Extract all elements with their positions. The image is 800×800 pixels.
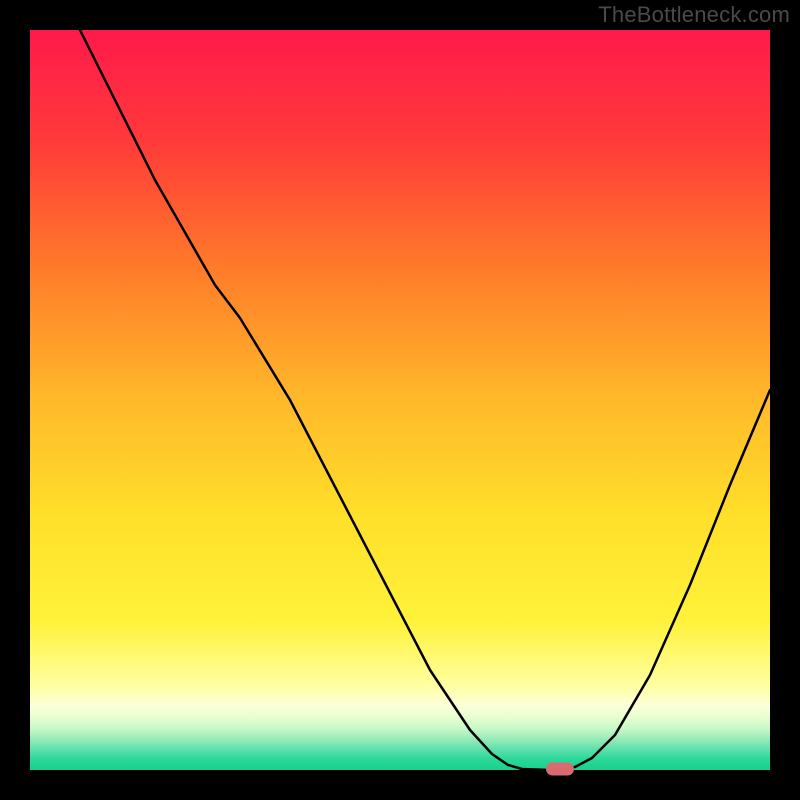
- optimum-marker: [546, 763, 574, 776]
- chart-container: TheBottleneck.com: [0, 0, 800, 800]
- bottleneck-chart: [0, 0, 800, 800]
- watermark-text: TheBottleneck.com: [598, 2, 790, 28]
- plot-background: [30, 30, 770, 770]
